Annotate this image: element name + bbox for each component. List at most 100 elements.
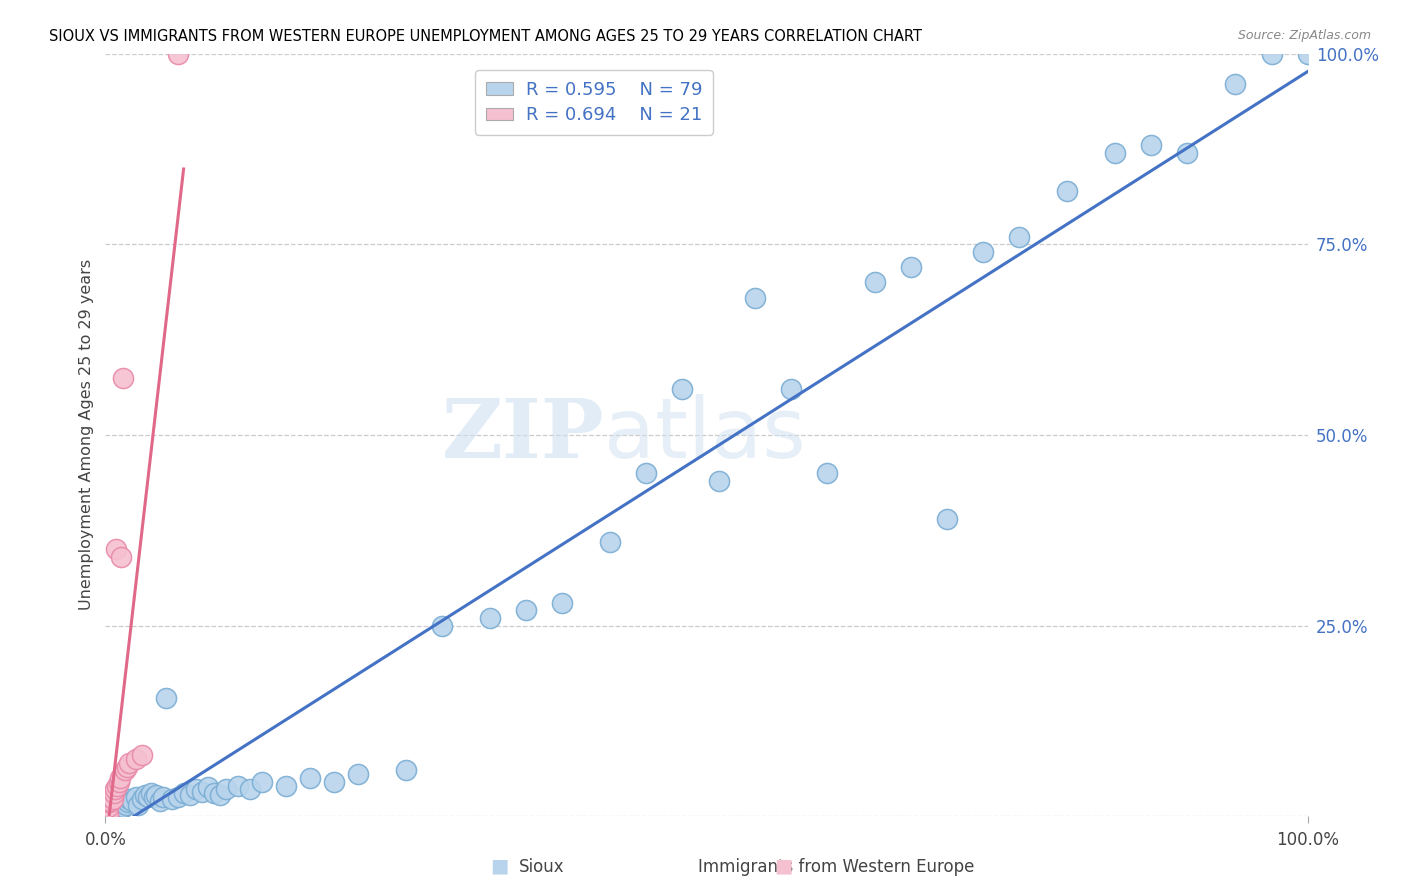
Point [173,786,195,800]
Point [97,800,120,814]
Point [226,779,249,793]
Point [103,805,125,819]
Point [142,790,165,805]
Point [107,779,129,793]
Point [96,807,118,822]
Point [108,797,131,812]
Point [98,794,121,808]
Point [114,764,136,778]
Point [152,790,174,805]
Point [107,803,129,817]
Point [395,764,418,778]
Point [1140,138,1163,153]
Text: Source: ZipAtlas.com: Source: ZipAtlas.com [1237,29,1371,42]
Point [274,779,297,793]
Point [190,785,212,799]
Point [148,794,170,808]
Point [97,806,120,821]
Point [815,466,838,480]
Point [115,759,138,773]
Point [184,782,207,797]
Point [97,805,120,820]
Point [202,786,225,800]
Point [197,780,219,795]
Point [636,466,658,480]
Point [96,807,118,822]
Point [214,782,236,797]
Point [1260,46,1282,61]
Point [107,775,129,789]
Point [551,596,574,610]
Text: ZIP: ZIP [441,395,605,475]
Point [131,792,153,806]
Text: atlas: atlas [605,394,806,475]
Point [105,542,128,557]
Point [124,790,146,805]
Point [112,370,135,384]
Point [100,803,122,817]
Point [707,474,730,488]
Point [115,797,138,812]
Point [145,788,167,802]
Point [111,796,134,810]
Point [117,796,139,810]
Point [104,801,127,815]
Point [863,276,886,290]
Point [779,382,801,396]
Point [124,752,146,766]
Text: Sioux: Sioux [519,858,564,876]
Point [127,797,149,812]
Point [1008,229,1031,244]
Point [101,800,124,814]
Point [936,512,959,526]
Point [515,603,537,617]
Text: SIOUX VS IMMIGRANTS FROM WESTERN EUROPE UNEMPLOYMENT AMONG AGES 25 TO 29 YEARS C: SIOUX VS IMMIGRANTS FROM WESTERN EUROPE … [49,29,922,44]
Point [97,806,120,821]
Point [98,807,121,822]
Point [208,788,231,802]
Point [136,790,159,805]
Point [110,801,132,815]
Point [103,797,125,812]
Point [105,806,128,821]
Point [112,800,135,814]
Point [322,775,344,789]
Point [108,771,131,785]
Text: Immigrants from Western Europe: Immigrants from Western Europe [699,858,974,876]
Point [134,788,156,802]
Point [599,534,621,549]
Point [98,806,121,821]
Point [104,804,127,818]
Point [347,767,370,781]
Point [1225,77,1247,91]
Point [131,748,153,763]
Point [1104,145,1126,160]
Point [166,790,188,805]
Point [118,792,141,806]
Point [250,775,273,789]
Text: ■: ■ [773,857,793,876]
Point [430,618,453,632]
Legend: R = 0.595    N = 79, R = 0.694    N = 21: R = 0.595 N = 79, R = 0.694 N = 21 [475,70,713,135]
Point [166,46,188,61]
Text: ■: ■ [489,857,509,876]
Point [103,786,125,800]
Point [239,782,262,797]
Point [1175,145,1198,160]
Point [98,804,121,818]
Point [139,786,162,800]
Point [98,796,121,810]
Point [900,260,922,274]
Point [110,549,132,564]
Point [179,788,201,802]
Point [118,756,141,770]
Point [298,771,321,785]
Point [121,794,143,808]
Point [671,382,693,396]
Point [972,244,994,259]
Y-axis label: Unemployment Among Ages 25 to 29 years: Unemployment Among Ages 25 to 29 years [79,260,94,610]
Point [1296,46,1319,61]
Point [100,806,122,821]
Point [744,291,766,305]
Point [114,794,136,808]
